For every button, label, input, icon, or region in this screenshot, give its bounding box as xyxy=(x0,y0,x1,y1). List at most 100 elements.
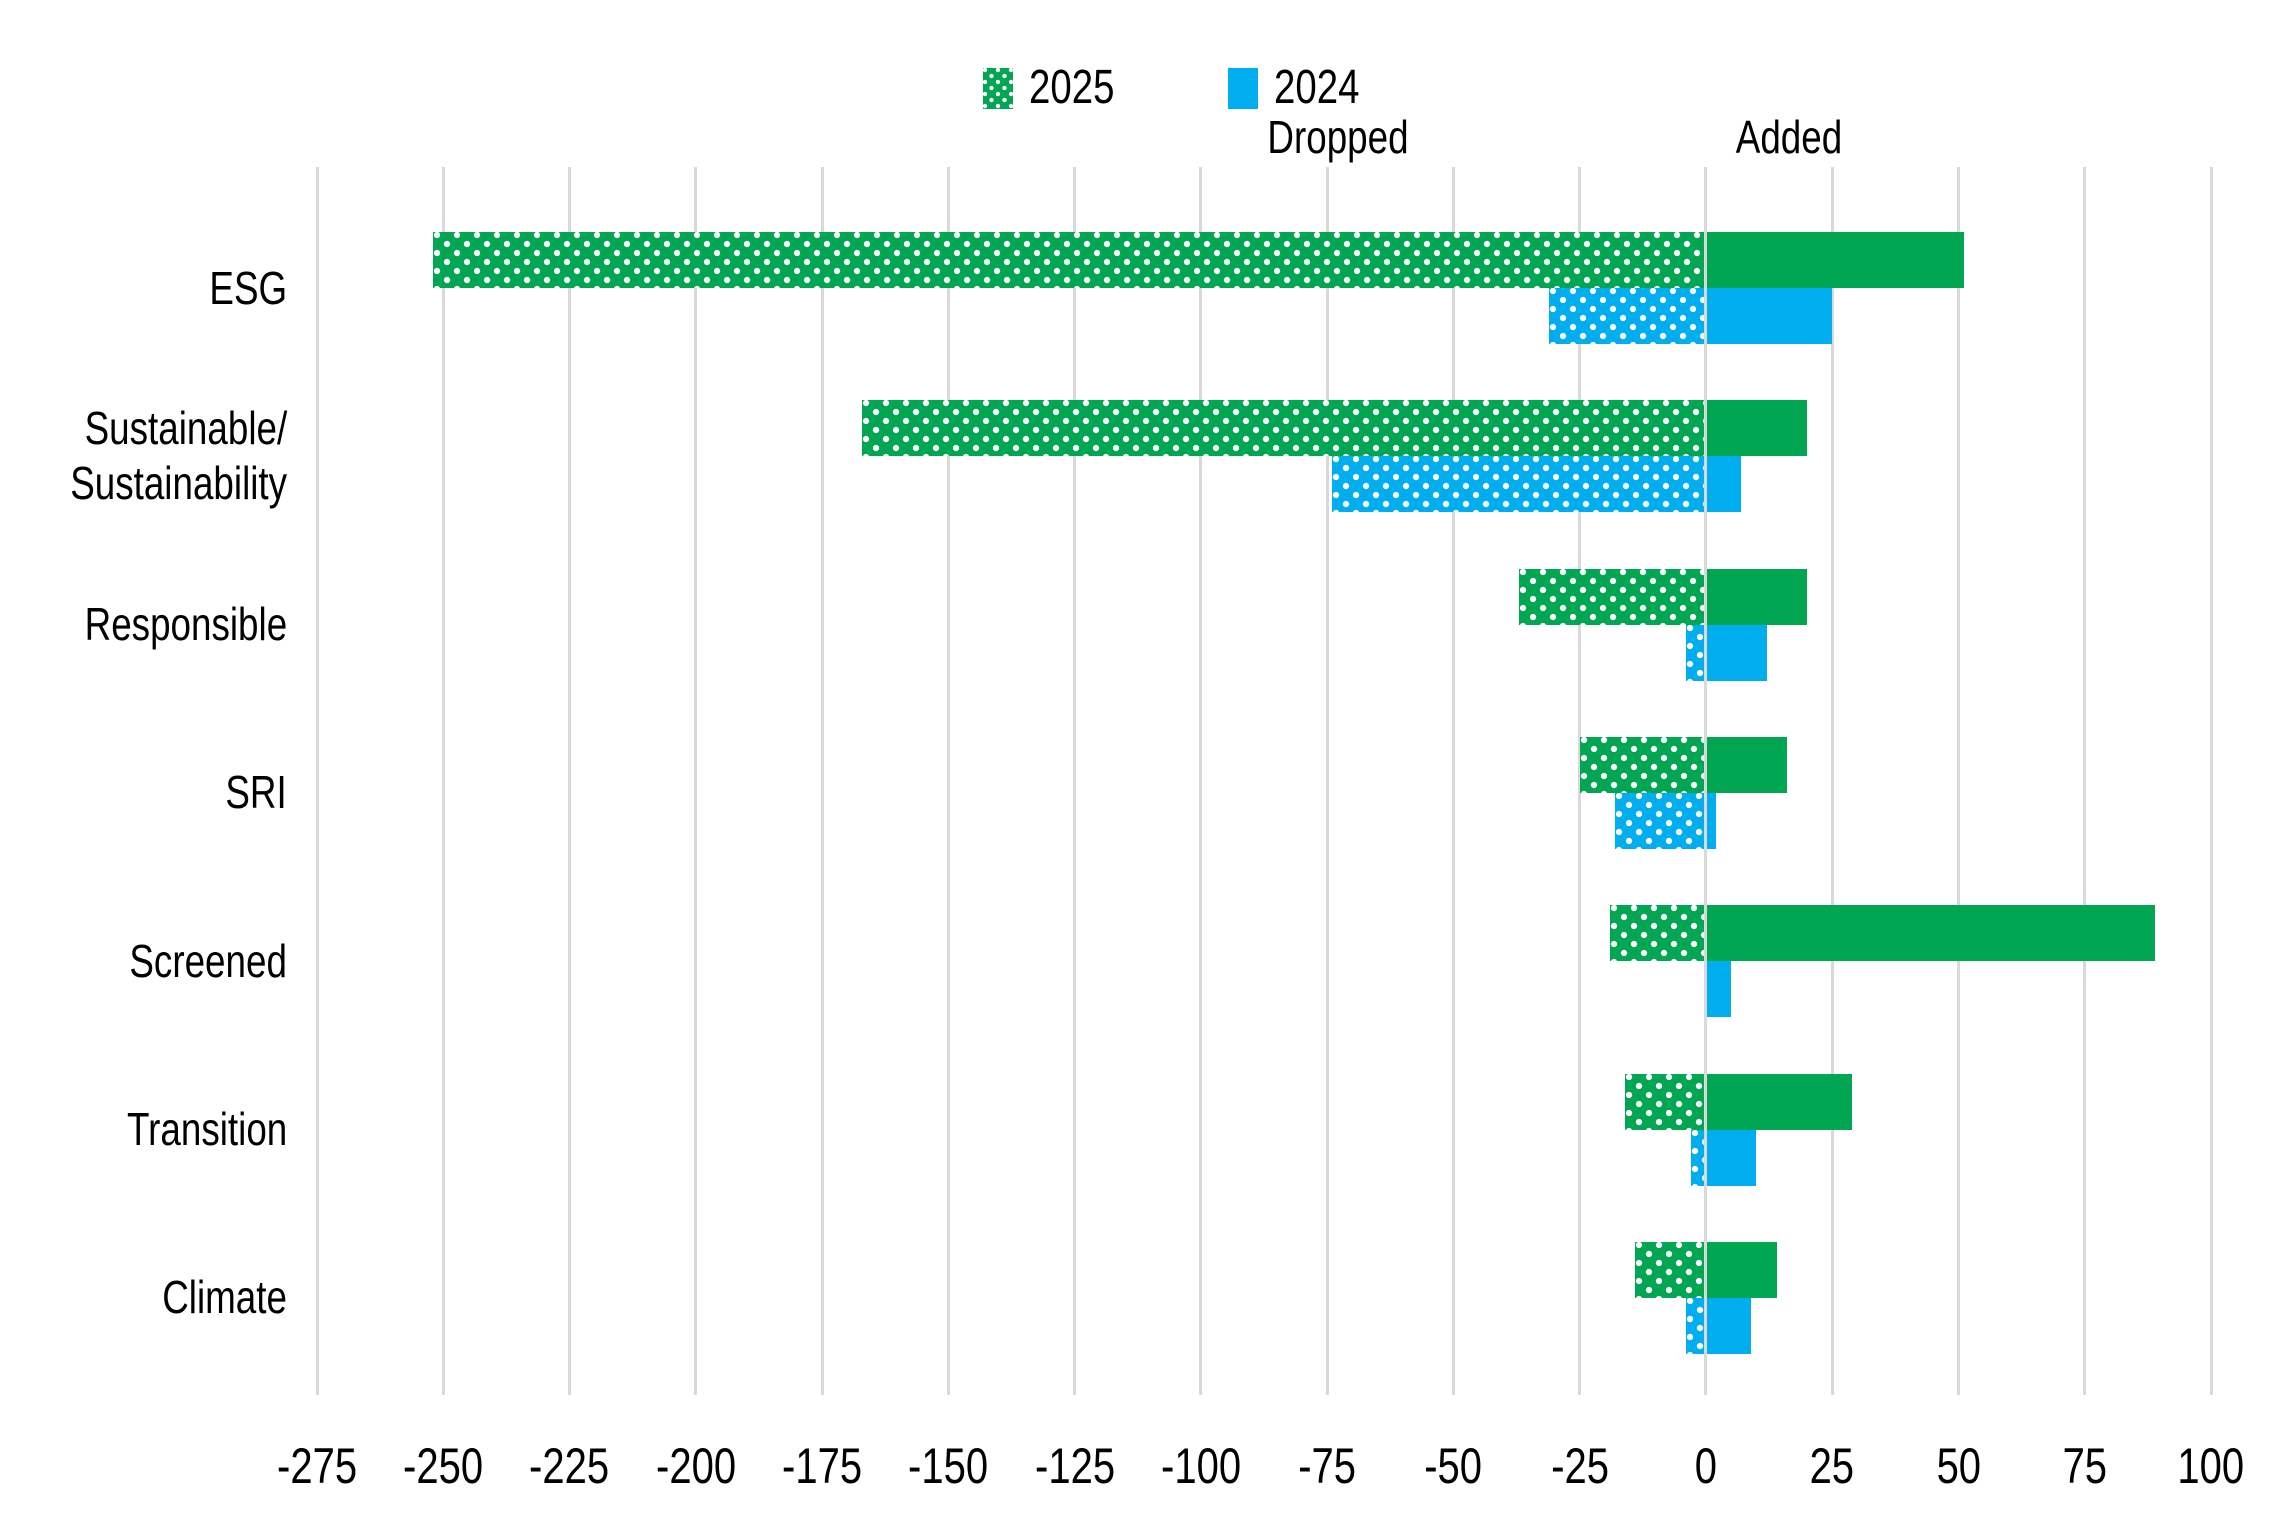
bar-sustainable-sustainability-2024-added xyxy=(1705,456,1742,513)
bar-screened-2025-dropped xyxy=(1609,905,1706,962)
bar-sustainable-sustainability-2024-dropped xyxy=(1332,456,1706,513)
x-tick-text: -50 xyxy=(1424,1438,1483,1494)
gridline--275 xyxy=(315,167,319,1395)
x-tick-label--50: -50 xyxy=(1383,1438,1523,1494)
gridline--50 xyxy=(1451,167,1455,1395)
gridline--200 xyxy=(694,167,698,1395)
bar-sri-2024-added xyxy=(1705,792,1717,849)
x-tick-label--150: -150 xyxy=(878,1438,1018,1494)
bar-esg-2024-dropped xyxy=(1549,288,1706,344)
added-zone-label: Added xyxy=(1735,111,1843,163)
bar-transition-2025-added xyxy=(1705,1073,1853,1130)
gridline--225 xyxy=(568,167,572,1395)
category-label-screened: Screened xyxy=(0,934,287,989)
category-label-text: Responsible xyxy=(84,598,287,651)
category-label-text: Climate xyxy=(162,1271,287,1324)
x-tick-text: -275 xyxy=(276,1438,358,1494)
x-tick-label--75: -75 xyxy=(1257,1438,1397,1494)
category-label-esg: ESG xyxy=(0,261,287,316)
bar-responsible-2024-added xyxy=(1705,624,1767,681)
category-label-climate: Climate xyxy=(0,1270,287,1325)
legend: 2025 2024 xyxy=(983,64,1381,112)
category-label-transition: Transition xyxy=(0,1102,287,1157)
bar-sustainable-sustainability-2025-dropped xyxy=(862,400,1706,457)
bar-sri-2025-added xyxy=(1705,736,1787,793)
bar-sri-2024-dropped xyxy=(1615,792,1706,849)
category-label-text: Sustainability xyxy=(70,457,287,510)
gridline-50 xyxy=(1956,167,1960,1395)
bar-climate-2025-dropped xyxy=(1635,1241,1706,1298)
bar-responsible-2025-added xyxy=(1705,568,1807,625)
legend-label-2024: 2024 xyxy=(1273,61,1360,114)
category-label-text: SRI xyxy=(225,766,287,819)
x-tick-text: -150 xyxy=(908,1438,989,1494)
bar-climate-2024-added xyxy=(1705,1297,1752,1354)
legend-item-2024: 2024 xyxy=(1227,61,1381,114)
x-tick-label--125: -125 xyxy=(1005,1438,1145,1494)
bar-transition-2025-dropped xyxy=(1625,1073,1706,1130)
x-tick-label--25: -25 xyxy=(1510,1438,1650,1494)
x-tick-label-0: 0 xyxy=(1636,1438,1776,1494)
x-tick-text: -25 xyxy=(1550,1438,1609,1494)
gridline-75 xyxy=(2083,167,2087,1395)
x-tick-text: -250 xyxy=(403,1438,484,1494)
x-tick-text: -125 xyxy=(1034,1438,1115,1494)
gridline--75 xyxy=(1325,167,1329,1395)
bar-esg-2025-dropped xyxy=(433,232,1706,288)
bar-sri-2025-dropped xyxy=(1579,736,1706,793)
bar-esg-2024-added xyxy=(1705,288,1833,344)
bar-responsible-2024-dropped xyxy=(1685,624,1706,681)
x-tick-label--200: -200 xyxy=(626,1438,766,1494)
dropped-zone-label: Dropped xyxy=(1267,111,1409,163)
x-tick-text: -75 xyxy=(1298,1438,1357,1494)
x-tick-label-100: 100 xyxy=(2141,1438,2281,1494)
bar-transition-2024-added xyxy=(1705,1129,1757,1186)
x-tick-text: -175 xyxy=(782,1438,863,1494)
bar-sustainable-sustainability-2025-added xyxy=(1705,400,1807,457)
category-label-text: Screened xyxy=(129,934,287,987)
x-tick-text: 25 xyxy=(1809,1438,1855,1494)
x-tick-label-75: 75 xyxy=(2015,1438,2155,1494)
x-tick-label--100: -100 xyxy=(1131,1438,1271,1494)
category-label-text: Sustainable/ xyxy=(84,402,287,455)
x-tick-text: -100 xyxy=(1160,1438,1241,1494)
gridline--250 xyxy=(441,167,445,1395)
bar-esg-2025-added xyxy=(1705,232,1964,288)
category-label-responsible: Responsible xyxy=(0,597,287,652)
gridline-100 xyxy=(2209,167,2213,1395)
bar-screened-2025-added xyxy=(1705,905,2156,962)
x-tick-text: 100 xyxy=(2177,1438,2245,1494)
zero-gridline xyxy=(1704,167,1708,1395)
gridline--150 xyxy=(946,167,950,1395)
legend-swatch-2025-icon xyxy=(983,67,1013,109)
x-tick-text: -200 xyxy=(655,1438,736,1494)
legend-label-2025: 2025 xyxy=(1029,61,1115,114)
x-tick-label--275: -275 xyxy=(247,1438,387,1494)
x-tick-label--225: -225 xyxy=(500,1438,640,1494)
gridline--125 xyxy=(1073,167,1077,1395)
gridline--100 xyxy=(1199,167,1203,1395)
x-tick-text: 0 xyxy=(1694,1438,1718,1494)
category-label-text: Transition xyxy=(126,1103,287,1155)
x-tick-label--175: -175 xyxy=(752,1438,892,1494)
bar-climate-2024-dropped xyxy=(1685,1297,1706,1354)
x-tick-text: 75 xyxy=(2062,1438,2107,1494)
x-tick-label-25: 25 xyxy=(1762,1438,1902,1494)
category-label-sri: SRI xyxy=(0,765,287,820)
legend-item-2025: 2025 xyxy=(983,64,1136,112)
bar-climate-2025-added xyxy=(1705,1241,1777,1298)
category-label-sustainable-sustainability: Sustainable/Sustainability xyxy=(0,401,287,511)
x-tick-label--250: -250 xyxy=(373,1438,513,1494)
gridline--175 xyxy=(820,167,824,1395)
x-tick-text: 50 xyxy=(1936,1438,1981,1494)
x-tick-text: -225 xyxy=(529,1438,610,1494)
x-tick-label-50: 50 xyxy=(1888,1438,2028,1494)
gridline-25 xyxy=(1830,167,1834,1395)
bar-transition-2024-dropped xyxy=(1690,1129,1706,1186)
legend-swatch-2024-icon xyxy=(1227,67,1258,109)
bar-responsible-2025-dropped xyxy=(1519,568,1706,625)
bar-screened-2024-added xyxy=(1705,961,1732,1018)
category-label-text: ESG xyxy=(209,261,287,314)
